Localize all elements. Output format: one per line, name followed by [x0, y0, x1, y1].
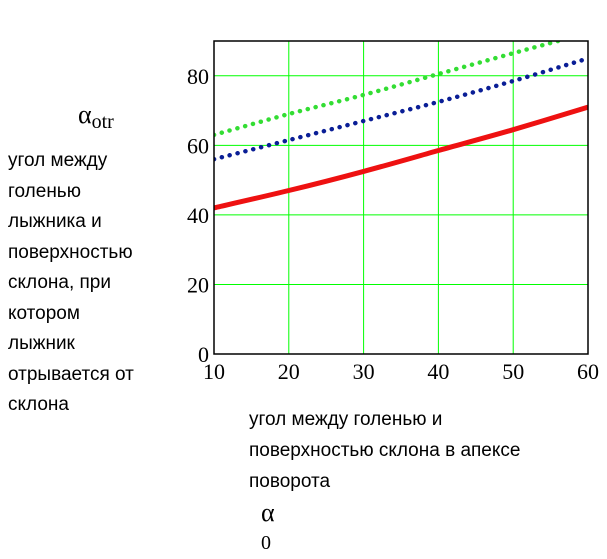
series-line-3: [214, 41, 561, 138]
x-axis-label-text: поворота: [249, 471, 331, 492]
plot-frame: [213, 40, 589, 355]
y-axis-description-line: отрывается от: [8, 363, 134, 385]
y-axis-symbol-subscript: otr: [91, 111, 114, 133]
y-tick-label: 0: [198, 342, 209, 367]
y-tick-label: 20: [187, 272, 209, 297]
x-tick-label: 20: [278, 359, 300, 384]
y-axis-description-line: лыжника и: [8, 211, 102, 232]
y-axis-description-line: котором: [8, 302, 80, 324]
y-axis-description: угол между голенью лыжника и поверхность…: [8, 146, 168, 421]
y-axis-description-line: лыжник: [8, 333, 75, 354]
series-line-1: [214, 104, 588, 211]
chart-tick-labels: 10 20 30 40 50 60 0 20 40 60 80: [187, 64, 599, 384]
y-axis-description-line: склона: [8, 394, 69, 415]
y-axis-description-line: угол между: [8, 150, 108, 171]
x-tick-label: 30: [353, 359, 375, 384]
y-axis-description-line: склона, при: [8, 272, 111, 293]
y-tick-label: 40: [187, 203, 209, 228]
x-axis-symbol-subscript: 0: [261, 532, 271, 554]
y-axis-description-line: голенью: [8, 180, 81, 202]
x-tick-label: 10: [203, 359, 225, 384]
y-axis-symbol: αotr: [78, 100, 114, 137]
x-axis-label-line: угол между голенью и: [249, 409, 443, 430]
series-line-2: [214, 56, 588, 162]
y-axis-description-line: поверхностью: [8, 241, 133, 263]
y-axis-symbol-alpha: α: [78, 100, 92, 129]
x-tick-label: 40: [427, 359, 449, 384]
x-tick-label: 60: [577, 359, 599, 384]
x-axis-label: угол между голенью и поверхностью склона…: [249, 404, 579, 559]
y-tick-label: 80: [187, 64, 209, 89]
x-tick-label: 50: [502, 359, 524, 384]
x-axis-label-line: поверхностью склона в апексе: [249, 440, 521, 461]
line-chart: 10 20 30 40 50 60 0 20 40 60 80: [187, 40, 599, 384]
x-axis-symbol-alpha: α: [261, 498, 275, 527]
chart-series: [214, 41, 588, 211]
y-tick-label: 60: [187, 133, 209, 158]
